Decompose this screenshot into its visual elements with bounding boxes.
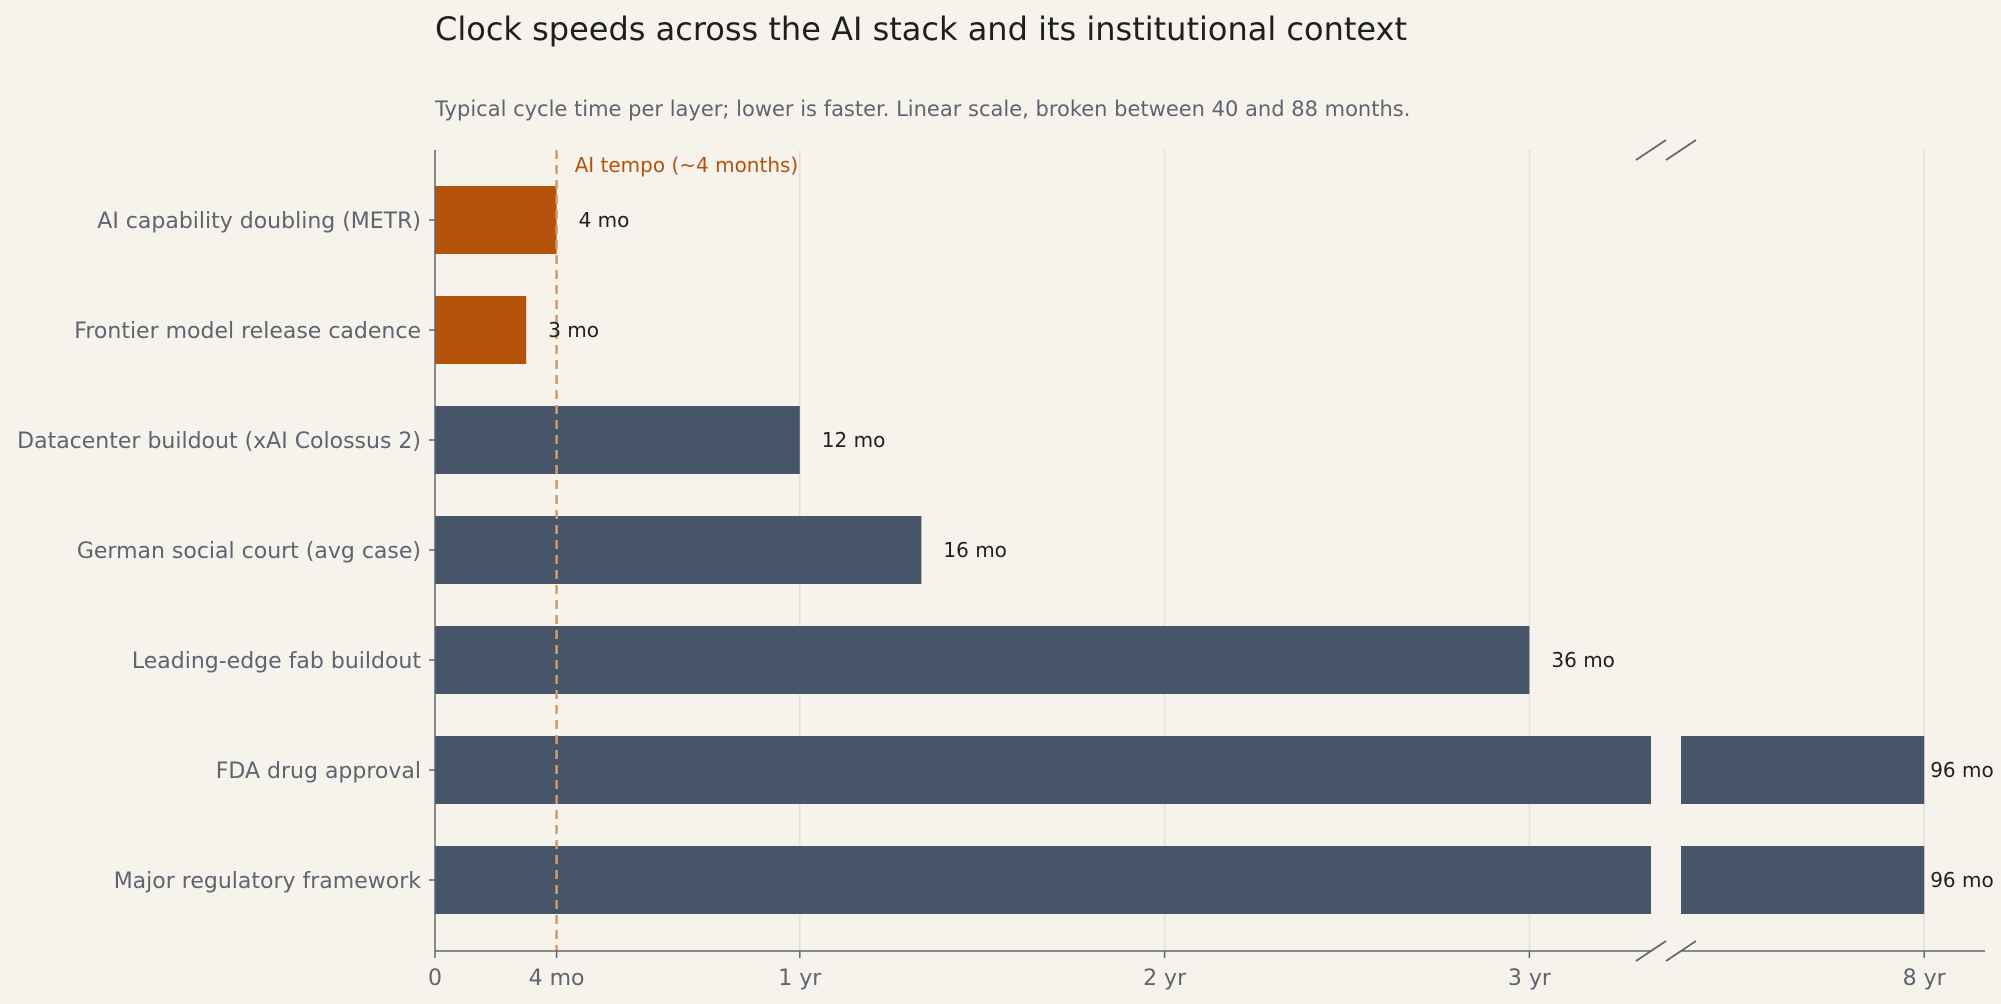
bar [435,406,800,474]
bar-segment-right [1681,736,1925,804]
value-label: 12 mo [822,428,886,452]
bars-layer [435,186,1925,914]
category-label: Frontier model release cadence [74,319,421,344]
value-label: 4 mo [579,208,630,232]
axis-break-mark-top [1665,139,1697,161]
bar-segment-right [1681,846,1925,914]
bar-segment-left [435,736,1651,804]
category-label: Leading-edge fab buildout [132,649,421,674]
reference-label: AI tempo (~4 months) [575,153,799,177]
x-tick-label: 8 yr [1903,966,1947,991]
labels-layer: 4 mo AI capability doubling (METR) 3 mo Fro… [17,208,1994,894]
category-label: Major regulatory framework [114,869,422,894]
value-label: 36 mo [1551,648,1615,672]
x-tick-label: 2 yr [1143,966,1187,991]
bar [435,626,1530,694]
chart-title: Clock speeds across the AI stack and its… [435,10,1407,48]
reference-layer: AI tempo (~4 months) [555,150,799,951]
category-label: AI capability doubling (METR) [97,209,421,234]
bar-segment-left [435,846,1651,914]
chart-subtitle: Typical cycle time per layer; lower is f… [434,97,1410,121]
x-tick-label: 0 [428,966,442,991]
value-label: 96 mo [1930,868,1994,892]
axis-break-mark-top [1635,139,1667,161]
x-tick-label: 3 yr [1508,966,1552,991]
axis-layer: 0 4 mo 1 yr 2 yr 3 yr 8 yr [428,139,1985,991]
value-label: 16 mo [943,538,1007,562]
bar [435,516,922,584]
bar [435,186,557,254]
category-label: FDA drug approval [216,759,421,784]
value-label: 3 mo [548,318,599,342]
category-label: Datacenter buildout (xAI Colossus 2) [17,429,421,454]
bar [435,296,527,364]
value-label: 96 mo [1930,758,1994,782]
axis-break-mark-bottom [1665,940,1697,962]
x-tick-label: 1 yr [778,966,822,991]
axis-break-mark-bottom [1635,940,1667,962]
category-label: German social court (avg case) [77,539,421,564]
x-tick-label: 4 mo [529,966,585,991]
